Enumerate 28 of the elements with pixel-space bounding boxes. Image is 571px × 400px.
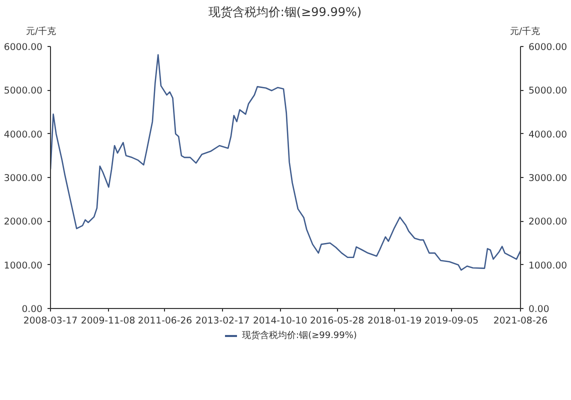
y-tick-label: 3000.00 [4,173,43,184]
y2-tick-label: 1000.00 [528,260,568,272]
chart-title: 现货含税均价:铟(≥99.99%) [207,4,363,21]
y2-tick-label: 2000.00 [528,216,568,228]
x-tick-label: 2016-05-28 [310,316,364,326]
x-tick-label: 2011-06-26 [138,316,192,326]
y2-tick-label: 3000.00 [528,173,568,184]
y-tick-label: 1000.00 [4,260,43,272]
x-tick-label: 2019-09-05 [424,316,479,326]
y2-tick-label: 4000.00 [528,129,568,140]
legend-label: 现货含税均价:铟(≥99.99%) [242,331,357,341]
x-tick-label: 2018-01-19 [368,316,422,326]
y2-axis-title: 元/千克 [510,26,540,39]
x-tick-label: 2021-08-26 [493,316,548,326]
y-tick-label: 2000.00 [4,216,43,228]
y-tick-label: 5000.00 [4,86,43,97]
x-tick-label: 2013-02-17 [196,316,250,326]
x-tick-label: 2014-10-10 [252,316,308,326]
y-tick-label: 4000.00 [4,129,43,140]
y-axis-title: 元/千克 [26,26,56,39]
y2-tick-label: 0.00 [528,304,550,315]
y-tick-label: 6000.00 [4,42,43,53]
y-tick-label: 0.00 [22,304,43,315]
line-series [50,54,520,271]
x-tick-label: 2008-03-17 [23,316,78,326]
y2-tick-label: 6000.00 [528,42,568,53]
x-tick-label: 2009-11-08 [80,316,136,326]
y2-tick-label: 5000.00 [528,86,568,97]
